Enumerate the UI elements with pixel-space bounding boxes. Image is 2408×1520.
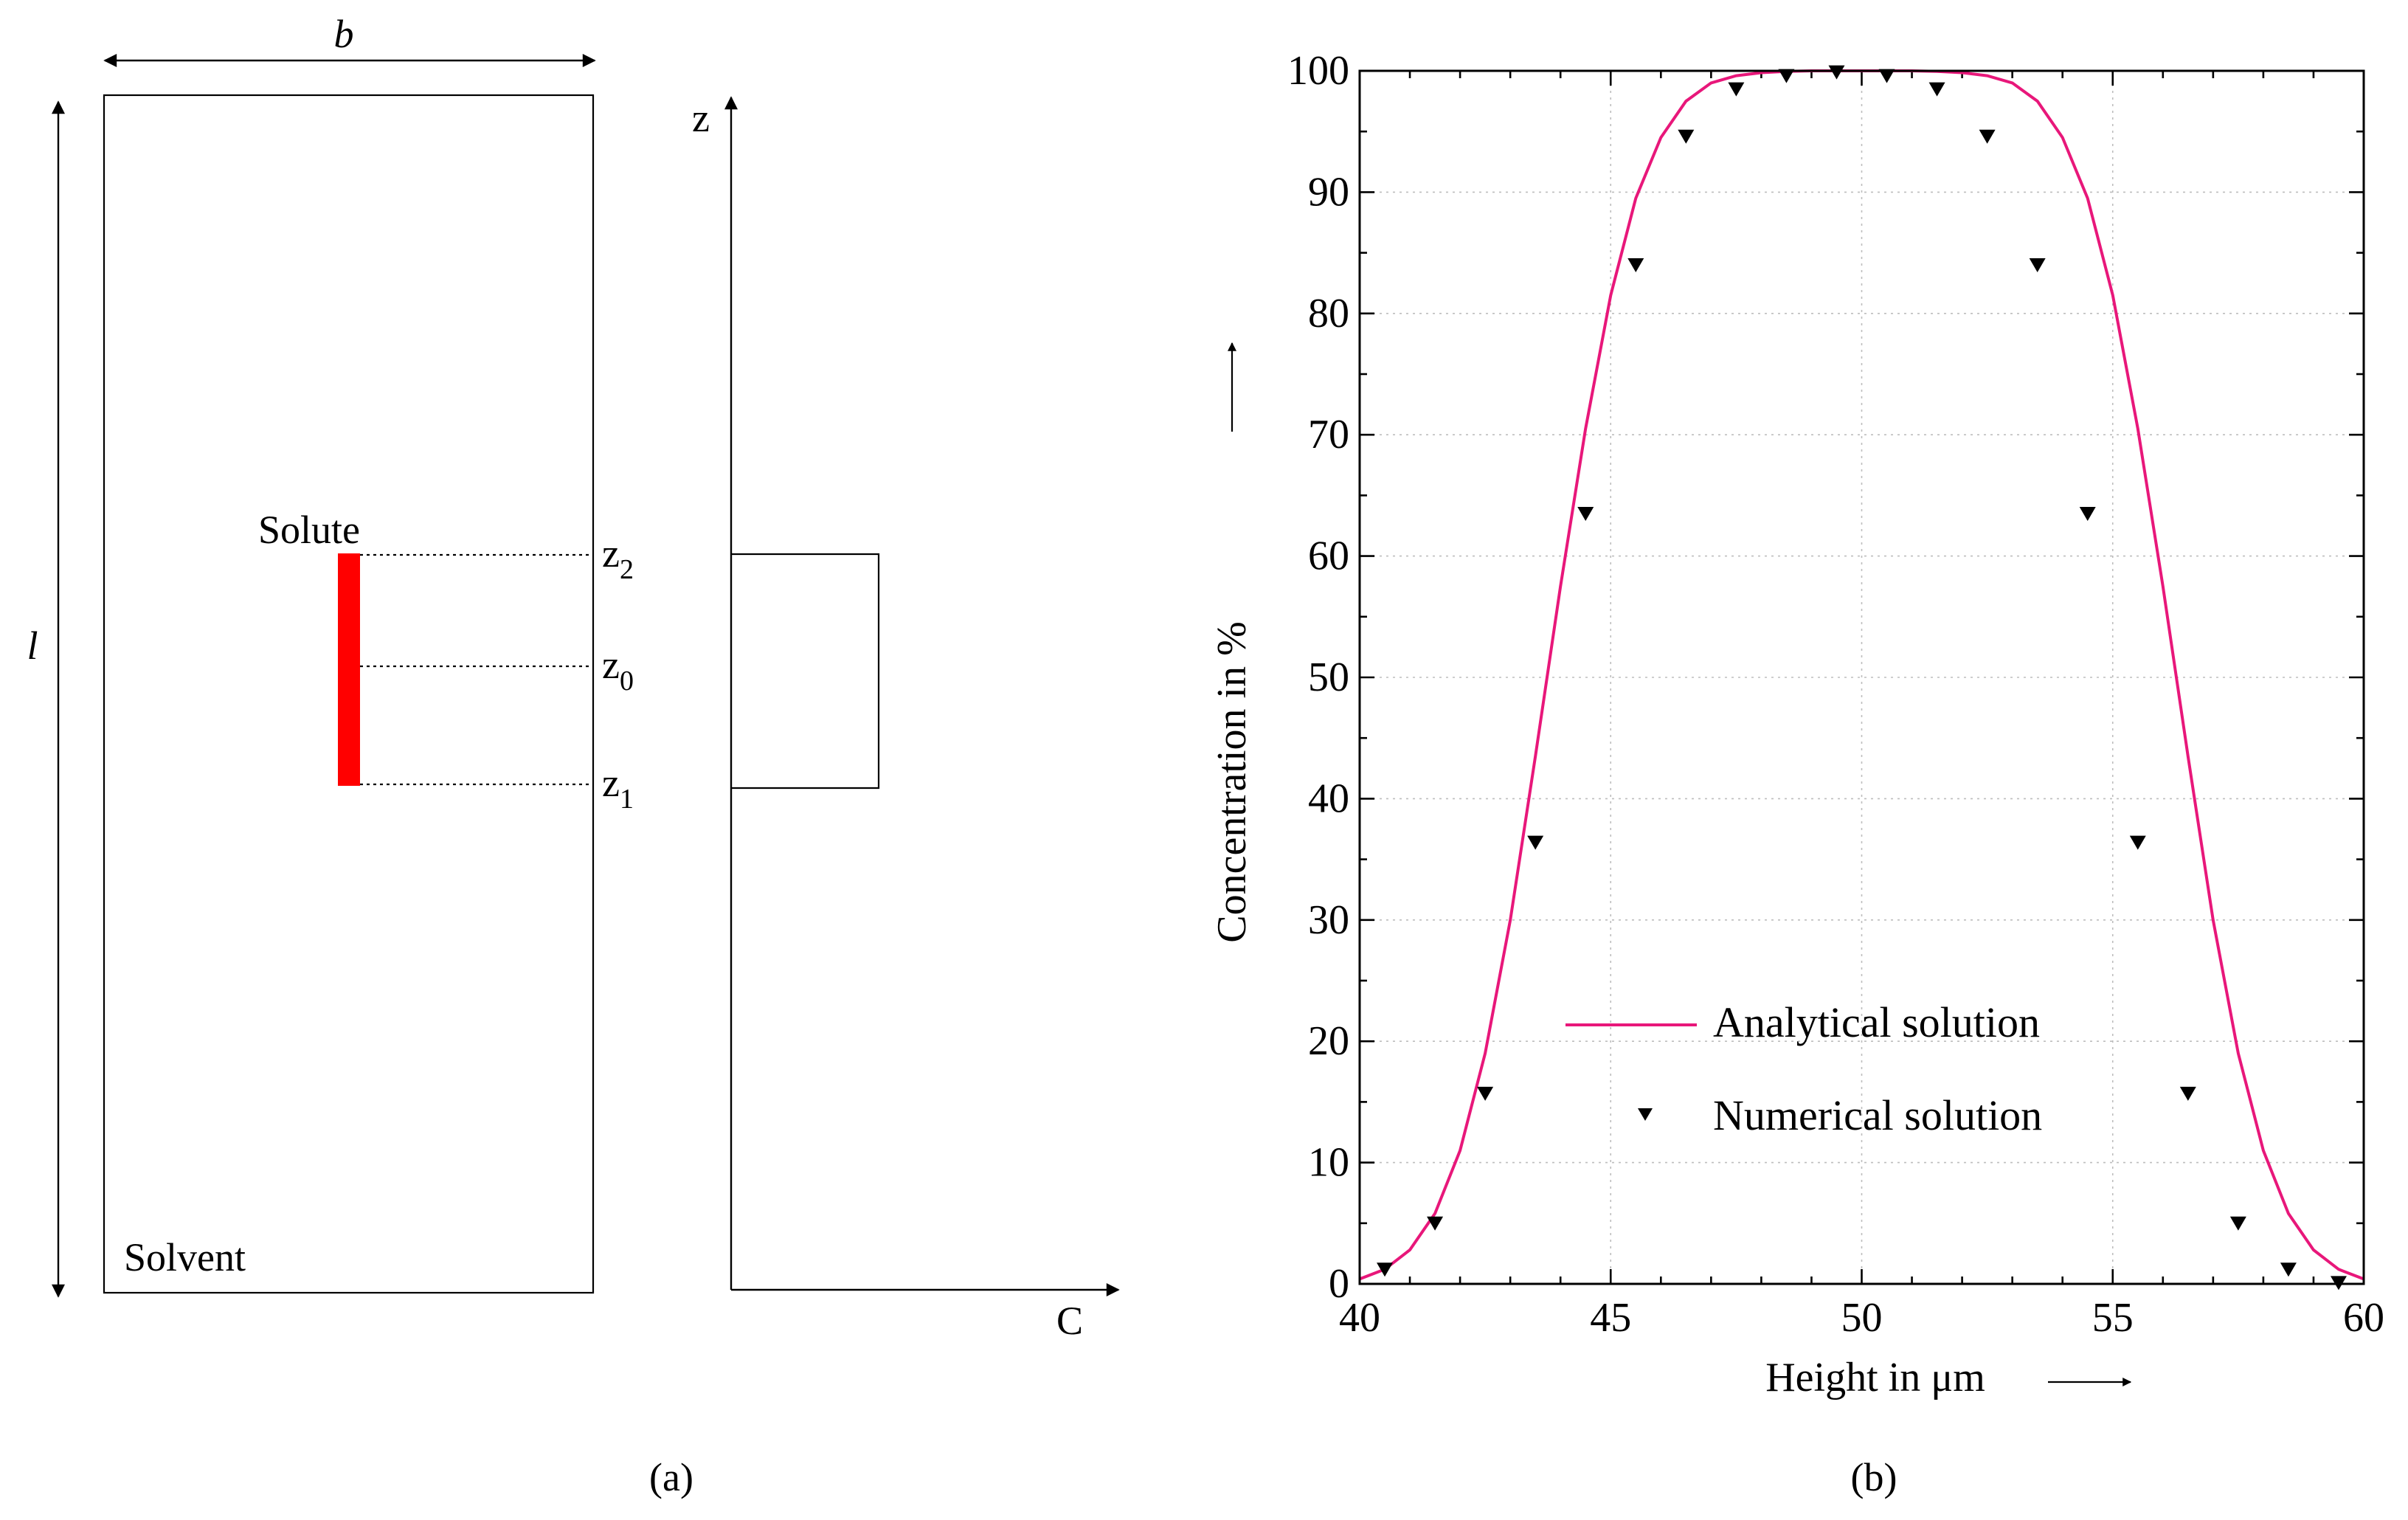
numerical-solution-markers — [1377, 65, 2347, 1291]
solute-bar — [338, 553, 360, 786]
y-tick-label: 50 — [1308, 654, 1349, 700]
y-tick-label: 90 — [1308, 169, 1349, 215]
x-tick-label: 50 — [1841, 1295, 1883, 1341]
grid — [1360, 71, 2364, 1284]
y-tick-label: 20 — [1308, 1018, 1349, 1064]
y-tick-label: 40 — [1308, 775, 1349, 821]
y-tick-labels: 0 10 20 30 40 50 60 70 80 90 100 — [1287, 48, 1349, 1307]
x-tick-label: 45 — [1590, 1295, 1631, 1341]
solute-label: Solute — [258, 508, 360, 552]
legend-numerical-label: Numerical solution — [1713, 1091, 2042, 1139]
numerical-point — [1577, 507, 1594, 522]
numerical-point — [2280, 1262, 2297, 1277]
x-tick-label: 55 — [2092, 1295, 2134, 1341]
profile-c-axis-label: C — [1056, 1299, 1083, 1343]
numerical-point — [2029, 258, 2046, 273]
legend-numerical-marker — [1638, 1108, 1653, 1121]
numerical-point — [1728, 82, 1745, 97]
numerical-point — [1477, 1086, 1494, 1101]
plot-frame — [1358, 69, 2365, 1285]
z1-label: z1 — [602, 761, 634, 815]
profile-z-axis-label: z — [692, 96, 710, 140]
numerical-point — [1979, 129, 1996, 144]
x-tick-labels: 40 45 50 55 60 — [1339, 1295, 2384, 1341]
panel-a: b l Solute Solvent z2 z0 z1 z C (a) — [27, 12, 1120, 1499]
y-axis-label: Concentration in % — [1209, 342, 1255, 943]
y-axis-title: Concentration in % — [1209, 621, 1255, 942]
numerical-point — [1878, 69, 1895, 83]
y-tick-label: 30 — [1308, 897, 1349, 943]
numerical-point — [1778, 69, 1795, 83]
numerical-point — [2179, 1086, 2196, 1101]
y-tick-label: 10 — [1308, 1140, 1349, 1186]
numerical-point — [1627, 258, 1644, 273]
width-label: b — [334, 12, 354, 56]
caption-b: (b) — [1851, 1455, 1897, 1499]
concentration-profile — [731, 553, 880, 790]
numerical-point — [1527, 835, 1544, 850]
x-tick-label: 60 — [2343, 1295, 2384, 1341]
solvent-label: Solvent — [124, 1235, 246, 1279]
legend-analytical-label: Analytical solution — [1713, 998, 2040, 1046]
y-tick-label: 0 — [1329, 1261, 1349, 1307]
z0-label: z0 — [602, 643, 634, 697]
length-label: l — [27, 623, 38, 668]
x-axis-label: Height in μm — [1765, 1355, 2132, 1400]
numerical-point — [2229, 1216, 2246, 1231]
y-tick-label: 70 — [1308, 412, 1349, 457]
numerical-point — [2129, 835, 2146, 850]
numerical-point — [1678, 129, 1695, 144]
numerical-point — [1828, 65, 1845, 80]
numerical-point — [1928, 82, 1945, 97]
x-tick-label: 40 — [1339, 1295, 1380, 1341]
numerical-point — [1377, 1262, 1394, 1277]
panel-b: 40 45 50 55 60 0 10 20 30 40 50 60 70 80 90 100 Height… — [1209, 48, 2384, 1499]
legend: Analytical solution Numerical solution — [1565, 998, 2042, 1139]
numerical-point — [2079, 507, 2096, 522]
y-tick-label: 100 — [1287, 48, 1349, 94]
numerical-point — [1427, 1216, 1444, 1231]
x-axis-title: Height in μm — [1765, 1355, 1985, 1400]
caption-a: (a) — [649, 1455, 693, 1499]
y-tick-label: 60 — [1308, 533, 1349, 579]
domain-box — [103, 94, 595, 1294]
z2-label: z2 — [602, 531, 634, 585]
y-tick-label: 80 — [1308, 291, 1349, 336]
